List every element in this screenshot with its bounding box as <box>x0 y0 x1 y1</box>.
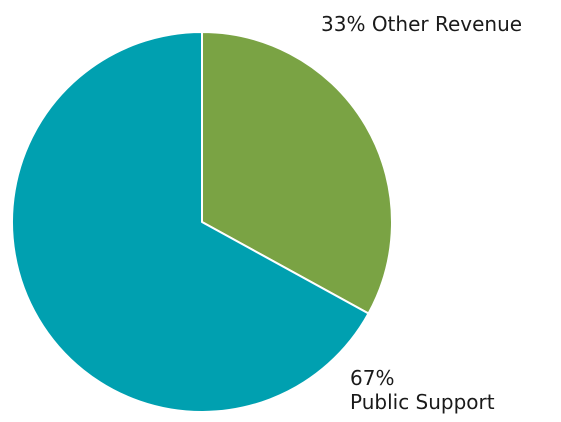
pie-slices <box>11 31 393 413</box>
slice-label-other-revenue: 33% Other Revenue <box>321 12 522 36</box>
pie-slice-other-revenue <box>201 31 393 315</box>
slice-label-public-support: 67% Public Support <box>350 366 495 414</box>
slice-name-public-support: Public Support <box>350 390 495 414</box>
pie-slice-public-support <box>11 31 370 413</box>
slice-percent-other-revenue: 33% <box>321 12 366 36</box>
slice-name-other-revenue: Other Revenue <box>371 12 523 36</box>
slice-percent-public-support: 67% <box>350 366 395 390</box>
